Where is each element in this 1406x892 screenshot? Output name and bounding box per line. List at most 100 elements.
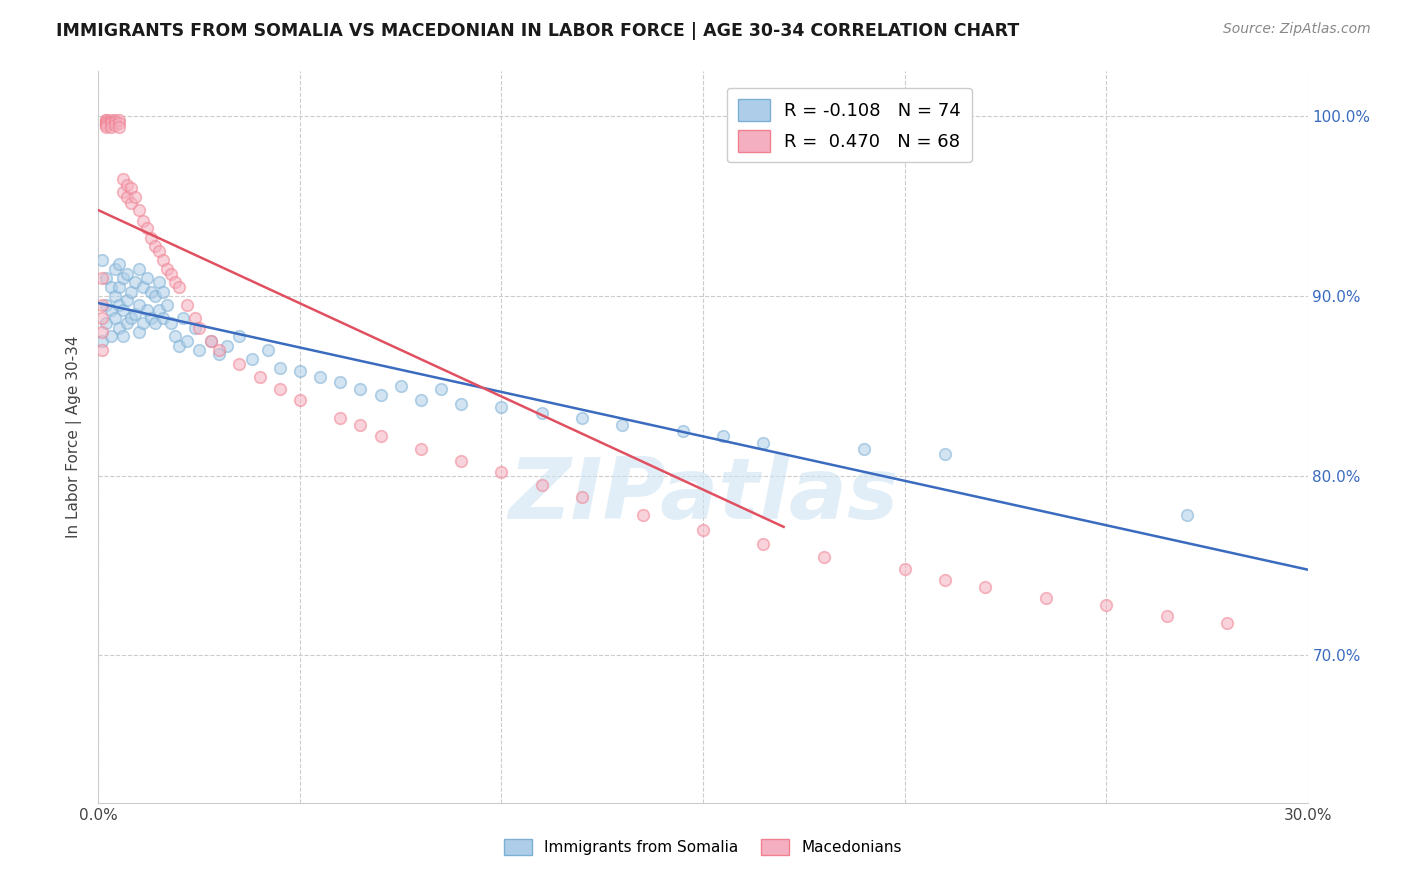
Point <box>269 383 291 397</box>
Point <box>120 310 142 325</box>
Point <box>143 316 166 330</box>
Point <box>107 280 129 294</box>
Point <box>96 114 118 128</box>
Point <box>228 328 250 343</box>
Text: Source: ZipAtlas.com: Source: ZipAtlas.com <box>1223 22 1371 37</box>
Point <box>200 334 222 348</box>
Point <box>124 275 146 289</box>
Point <box>100 112 122 127</box>
Point <box>120 181 142 195</box>
Point <box>430 383 453 397</box>
Point <box>329 376 352 390</box>
Point <box>111 185 134 199</box>
Point <box>115 316 138 330</box>
Point <box>409 442 432 456</box>
Point <box>256 343 278 357</box>
Point <box>813 549 835 564</box>
Point <box>184 310 207 325</box>
Point <box>107 120 129 134</box>
Point <box>115 293 138 307</box>
Point <box>111 328 134 343</box>
Point <box>176 298 198 312</box>
Point <box>240 351 263 366</box>
Point <box>160 316 183 330</box>
Point <box>96 316 118 330</box>
Y-axis label: In Labor Force | Age 30-34: In Labor Force | Age 30-34 <box>66 335 83 539</box>
Point <box>530 477 553 491</box>
Point <box>111 303 134 318</box>
Point <box>269 360 291 375</box>
Point <box>100 114 122 128</box>
Text: ZIPatlas: ZIPatlas <box>508 454 898 537</box>
Point <box>120 195 142 210</box>
Point <box>91 310 114 325</box>
Point <box>571 490 593 504</box>
Point <box>1035 591 1057 605</box>
Point <box>711 429 734 443</box>
Point <box>96 120 118 134</box>
Point <box>103 262 125 277</box>
Point <box>188 343 211 357</box>
Point <box>132 280 155 294</box>
Point <box>389 379 412 393</box>
Point <box>91 253 114 268</box>
Point <box>111 172 134 186</box>
Point <box>974 580 997 594</box>
Point <box>135 271 157 285</box>
Point <box>91 298 114 312</box>
Point <box>111 271 134 285</box>
Point <box>115 190 138 204</box>
Point <box>128 298 150 312</box>
Point <box>107 298 129 312</box>
Point <box>370 388 392 402</box>
Point <box>288 364 311 378</box>
Point <box>91 343 114 357</box>
Point <box>100 328 122 343</box>
Point <box>228 357 250 371</box>
Point <box>152 253 174 268</box>
Point <box>450 397 472 411</box>
Point <box>329 411 352 425</box>
Legend: Immigrants from Somalia, Macedonians: Immigrants from Somalia, Macedonians <box>498 833 908 861</box>
Point <box>148 275 170 289</box>
Point <box>200 334 222 348</box>
Point <box>148 303 170 318</box>
Point <box>139 285 162 300</box>
Point <box>100 280 122 294</box>
Point <box>115 178 138 192</box>
Point <box>167 339 190 353</box>
Point <box>409 393 432 408</box>
Point <box>530 406 553 420</box>
Point <box>188 321 211 335</box>
Point <box>139 310 162 325</box>
Point <box>1156 608 1178 623</box>
Point <box>96 271 118 285</box>
Point <box>103 289 125 303</box>
Point <box>571 411 593 425</box>
Point <box>103 112 125 127</box>
Point <box>128 202 150 217</box>
Point <box>160 268 183 282</box>
Point <box>853 442 876 456</box>
Point <box>184 321 207 335</box>
Point <box>132 213 155 227</box>
Point <box>143 238 166 252</box>
Point <box>120 285 142 300</box>
Point <box>208 343 231 357</box>
Point <box>103 114 125 128</box>
Point <box>96 118 118 132</box>
Point <box>612 418 634 433</box>
Point <box>135 220 157 235</box>
Point <box>96 116 118 130</box>
Point <box>672 424 695 438</box>
Point <box>217 339 239 353</box>
Point <box>91 334 114 348</box>
Point <box>103 310 125 325</box>
Point <box>128 262 150 277</box>
Point <box>349 418 371 433</box>
Point <box>124 307 146 321</box>
Text: IMMIGRANTS FROM SOMALIA VS MACEDONIAN IN LABOR FORCE | AGE 30-34 CORRELATION CHA: IMMIGRANTS FROM SOMALIA VS MACEDONIAN IN… <box>56 22 1019 40</box>
Point <box>91 325 114 339</box>
Point <box>1216 616 1239 631</box>
Point <box>100 116 122 130</box>
